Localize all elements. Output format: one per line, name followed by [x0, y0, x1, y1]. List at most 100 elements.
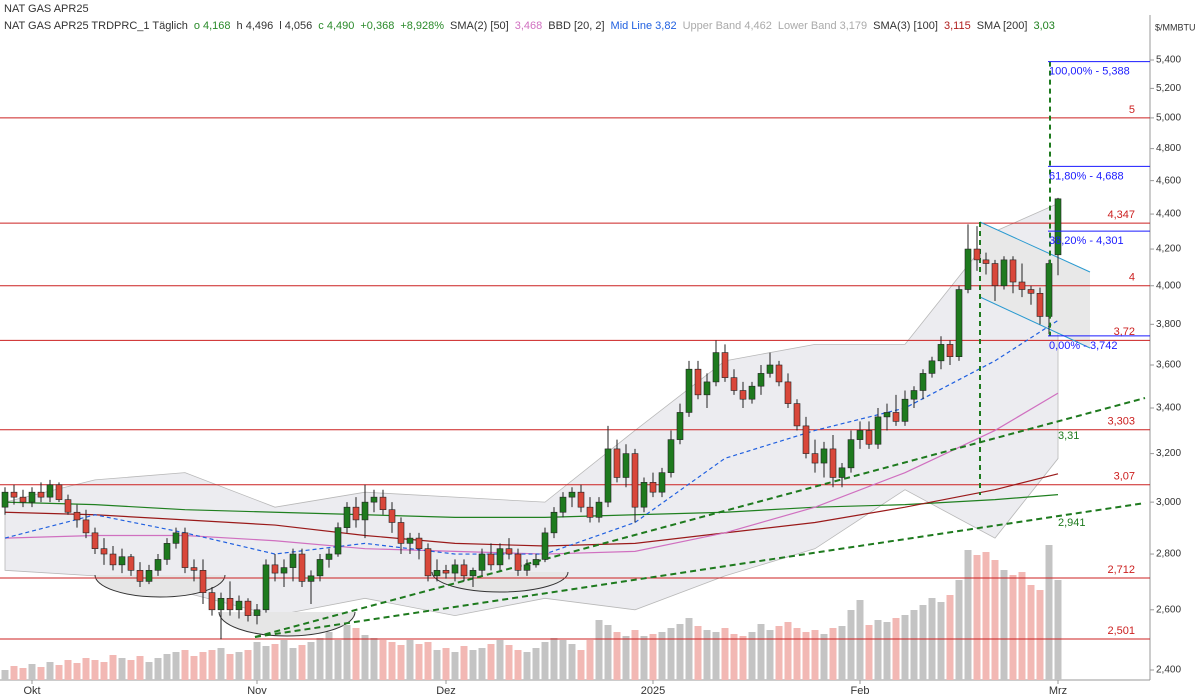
- channel-line: [979, 221, 1091, 273]
- volume-bar: [325, 632, 333, 680]
- volume-bar: [757, 624, 765, 680]
- candle-body: [532, 559, 540, 566]
- candle-body: [883, 412, 891, 418]
- candle-body: [901, 398, 909, 422]
- volume-bar: [739, 636, 747, 680]
- volume-bar: [289, 648, 297, 680]
- level-label: 2,712: [1107, 564, 1135, 576]
- volume-bar: [64, 660, 72, 680]
- volume-bar: [766, 630, 774, 680]
- candle-body: [190, 567, 198, 571]
- legend-item: NAT GAS APR25 TRDPRC_1 Täglich: [4, 20, 188, 32]
- candle-body: [208, 592, 216, 611]
- volume-bar: [523, 652, 531, 680]
- candle-body: [928, 360, 936, 374]
- volume-bar: [469, 650, 477, 680]
- candle-body: [856, 430, 864, 440]
- level-label: 2,501: [1107, 625, 1135, 637]
- candle-body: [118, 556, 126, 566]
- level-label: 4,347: [1107, 209, 1135, 221]
- candle-body: [82, 519, 90, 534]
- candle-body: [136, 570, 144, 582]
- candle-body: [829, 448, 837, 478]
- candle-body: [262, 564, 270, 611]
- candle-body: [748, 385, 756, 400]
- volume-bar: [253, 642, 261, 680]
- candle-body: [73, 511, 81, 521]
- volume-bar: [883, 622, 891, 680]
- candle-body: [469, 570, 477, 577]
- x-tick-label: Mrz: [1049, 685, 1067, 697]
- volume-bar: [676, 624, 684, 680]
- candle-body: [451, 564, 459, 574]
- level-label: 3,303: [1107, 416, 1135, 428]
- candle-body: [199, 570, 207, 593]
- candle-body: [181, 532, 189, 568]
- volume-bar: [208, 650, 216, 680]
- candle-body: [775, 364, 783, 383]
- candle-body: [649, 482, 657, 493]
- candle-body: [1054, 198, 1062, 256]
- volume-bar: [37, 667, 45, 680]
- candle-body: [55, 484, 63, 500]
- volume-bar: [109, 655, 117, 680]
- candle-body: [982, 259, 990, 264]
- candle-body: [1018, 281, 1026, 290]
- volume-bar: [640, 636, 648, 680]
- level-label: 3,07: [1114, 471, 1135, 483]
- candle-body: [271, 564, 279, 574]
- candle-body: [91, 532, 99, 549]
- volume-bar: [1054, 580, 1062, 680]
- trend-line: [254, 397, 1146, 638]
- candle-body: [433, 570, 441, 577]
- candle-body: [676, 412, 684, 440]
- y-tick-label: 4,800: [1156, 143, 1181, 154]
- volume-bar: [397, 645, 405, 680]
- y-tick-label: 5,200: [1156, 83, 1181, 94]
- legend-item: SMA(2) [50]: [450, 20, 509, 32]
- volume-bar: [406, 640, 414, 680]
- candle-body: [820, 448, 828, 464]
- candle-body: [604, 448, 612, 503]
- volume-bar: [919, 605, 927, 680]
- volume-bar: [604, 625, 612, 680]
- volume-bar: [631, 630, 639, 680]
- candle-body: [460, 564, 468, 577]
- volume-bar: [496, 640, 504, 680]
- volume-bar: [541, 642, 549, 680]
- legend-item: +8,928%: [400, 20, 445, 32]
- candle-body: [766, 364, 774, 374]
- volume-bar: [136, 656, 144, 680]
- volume-bar: [568, 644, 576, 680]
- candle-body: [811, 453, 819, 464]
- legend-item: 3,115: [943, 20, 971, 32]
- volume-bar: [433, 650, 441, 680]
- legend-item: o 4,168: [193, 20, 231, 32]
- candle-body: [802, 425, 810, 454]
- candle-body: [307, 575, 315, 582]
- candle-body: [847, 439, 855, 469]
- legend-item: Lower Band 3,179: [777, 20, 868, 32]
- candle-body: [361, 501, 369, 521]
- candle-body: [370, 496, 378, 503]
- volume-bar: [487, 644, 495, 680]
- volume-bar: [442, 648, 450, 680]
- y-tick-label: 5,400: [1156, 55, 1181, 66]
- candle-body: [289, 553, 297, 568]
- volume-bar: [937, 602, 945, 680]
- candle-body: [100, 548, 108, 555]
- legend-item: SMA [200]: [976, 20, 1028, 32]
- volume-bar: [703, 630, 711, 680]
- x-tick-label: Okt: [23, 685, 40, 697]
- trend-line: [254, 502, 1146, 638]
- y-tick-label: 4,600: [1156, 175, 1181, 186]
- candle-body: [874, 416, 882, 445]
- volume-bar: [874, 620, 882, 680]
- level-label: 4: [1129, 272, 1135, 284]
- volume-bar: [667, 628, 675, 680]
- volume-bar: [550, 638, 558, 680]
- candle-body: [622, 453, 630, 478]
- volume-bar: [1027, 585, 1035, 680]
